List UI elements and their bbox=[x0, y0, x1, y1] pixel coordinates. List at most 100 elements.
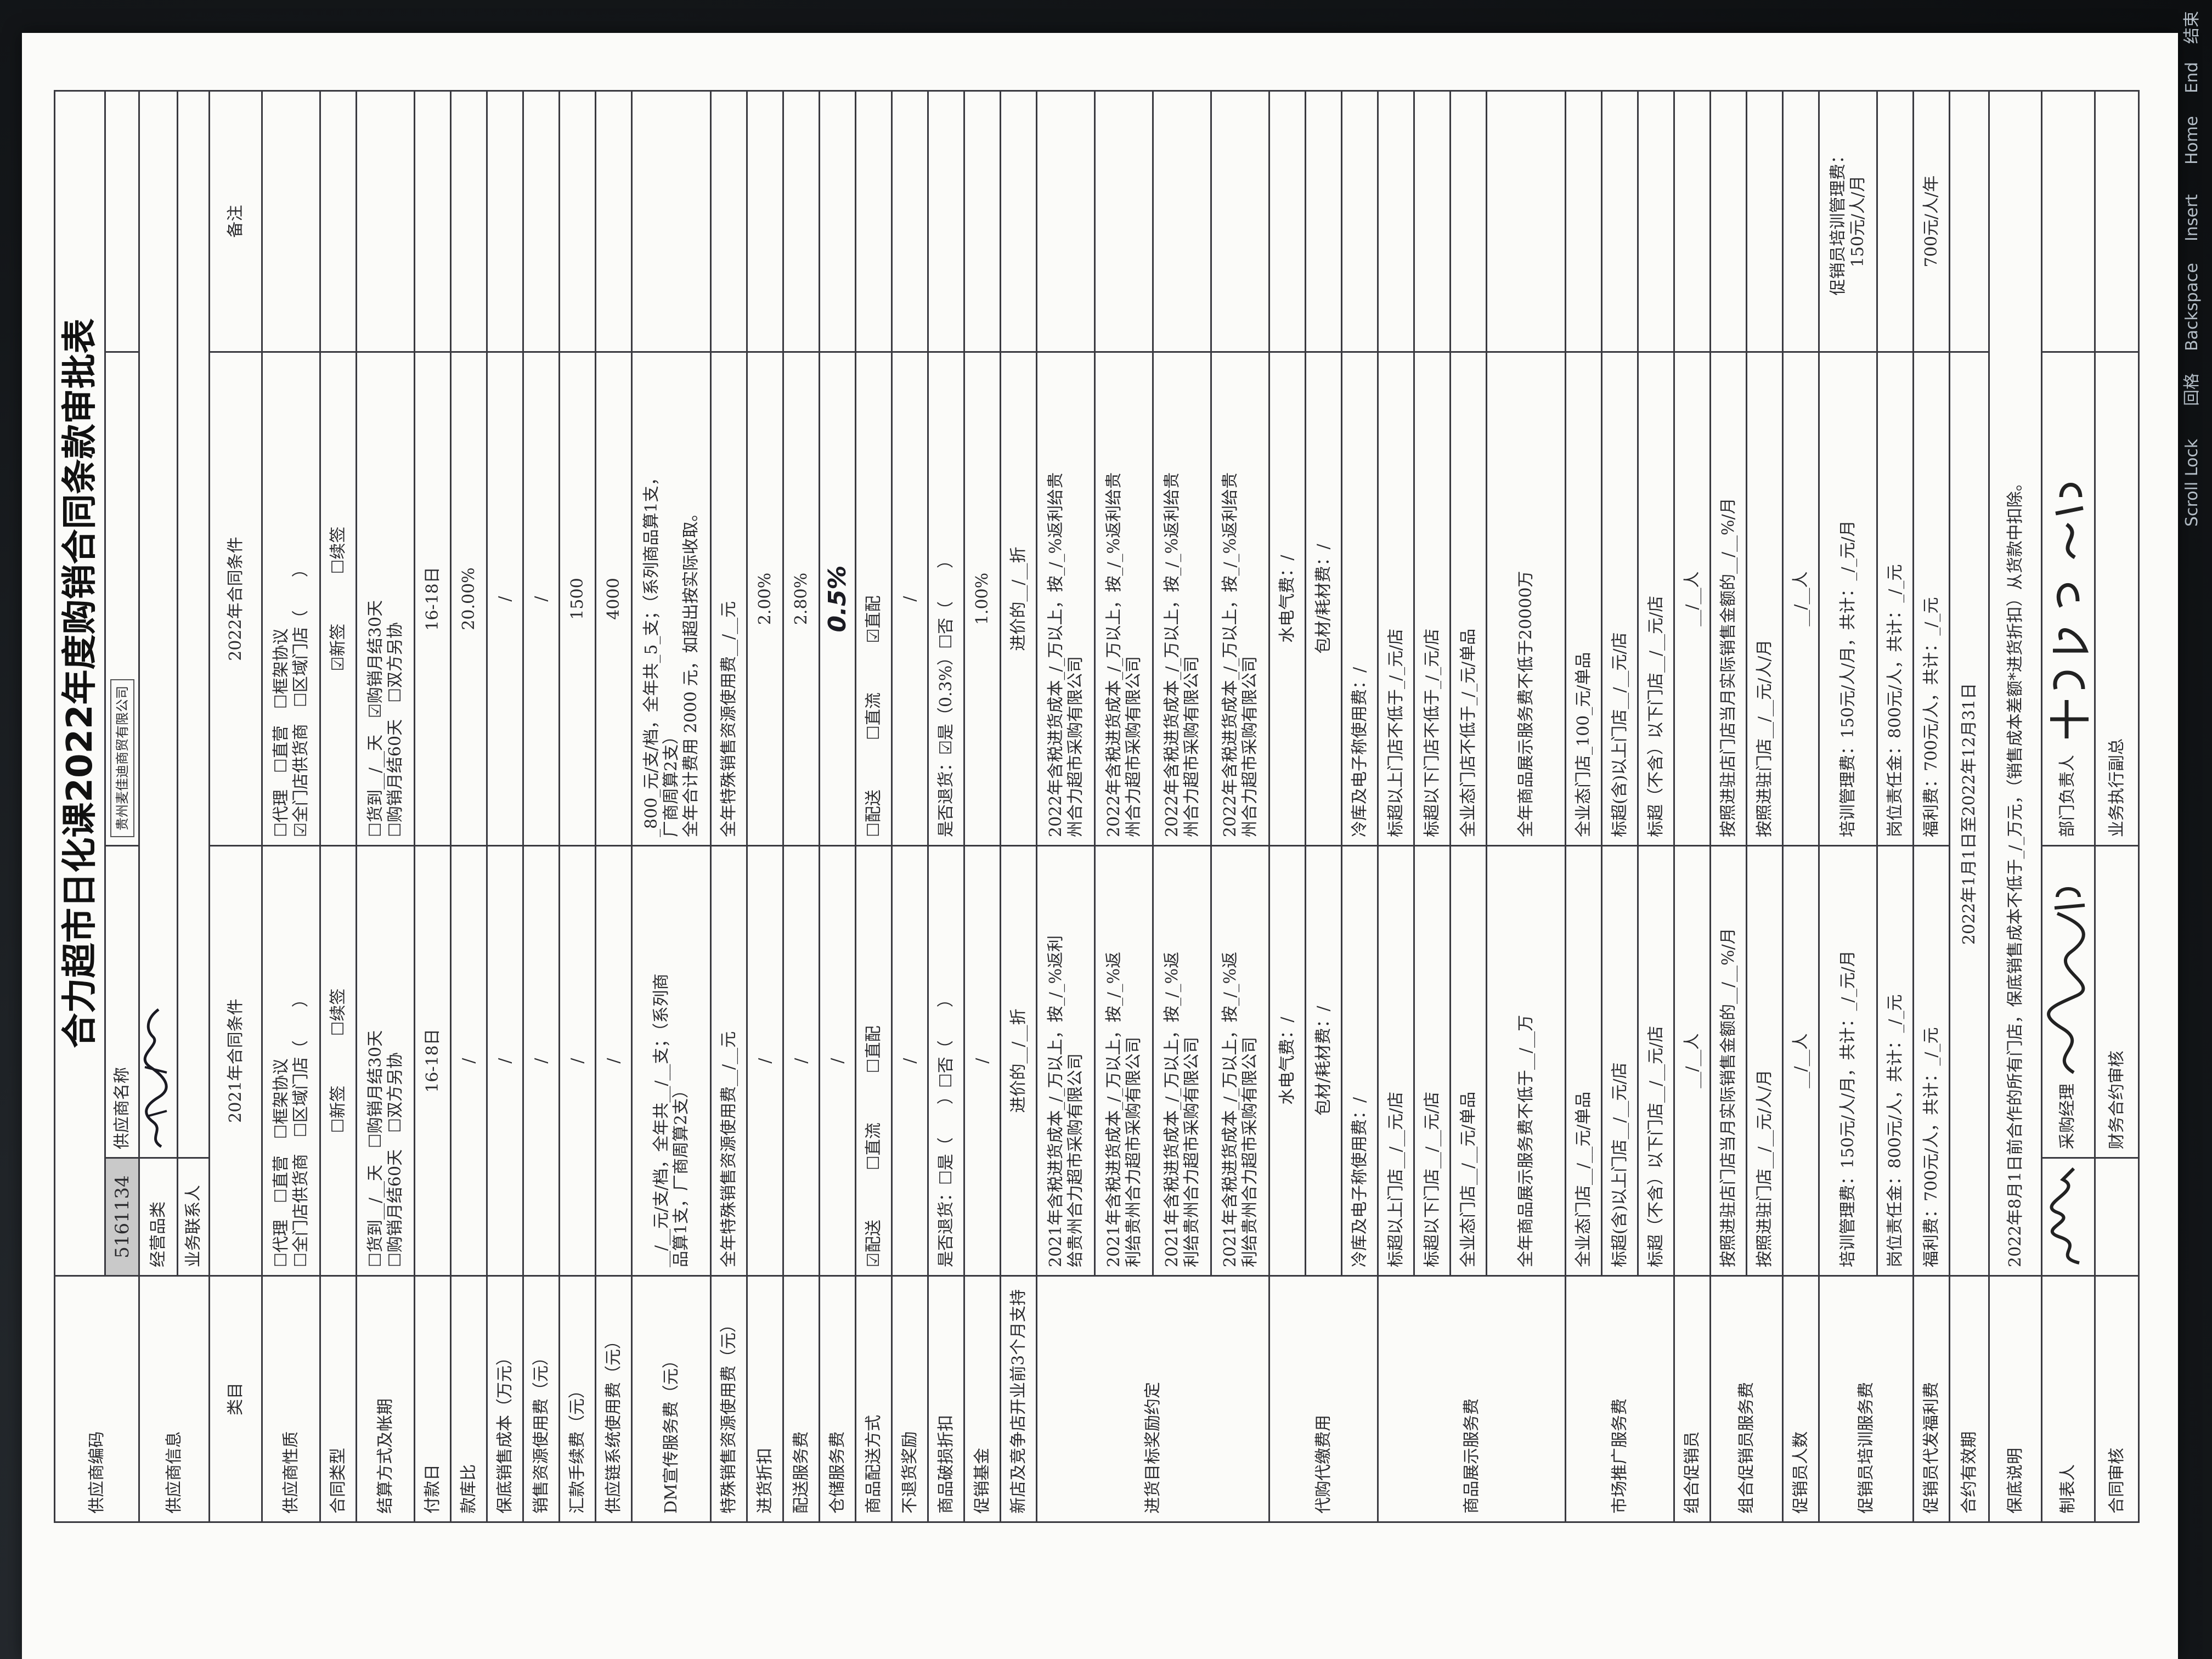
condition-2021-cell: / bbox=[450, 845, 487, 1276]
condition-2022-cell: 2.00% bbox=[747, 352, 783, 846]
cell-text: ☐配送 ☐直流 ☑直配 bbox=[864, 595, 883, 837]
note-cell bbox=[559, 91, 596, 352]
cell-text: 2022年含税进货成本_/_万以上，按_/_%返利给贵 bbox=[1046, 472, 1065, 837]
dept-head-label: 部门负责人 bbox=[2058, 755, 2077, 837]
cell-text: 2.00% bbox=[755, 572, 775, 625]
note-cell bbox=[710, 91, 747, 352]
cell-text: ☑新签 ☐续签 bbox=[328, 526, 348, 672]
supplier-company-name: 贵州麦佳迪商贸有限公司 bbox=[110, 679, 134, 837]
cell-text: 16-18日 bbox=[422, 567, 442, 631]
finance-review-label: 财务合约审核 bbox=[2095, 845, 2139, 1158]
condition-2021-cell: 全年商品展示服务费不低于__/__万 bbox=[1486, 845, 1566, 1276]
condition-2022-cell: ☐配送 ☐直流 ☑直配 bbox=[855, 352, 892, 846]
table-row: 组合促销员 __/__人 __/__人 bbox=[1674, 91, 1711, 1522]
note-cell bbox=[964, 91, 1001, 352]
conditions-2021-header: 2021年合同条件 bbox=[209, 845, 262, 1276]
note-cell bbox=[1710, 91, 1747, 352]
prepared-by-signature bbox=[2041, 1158, 2095, 1276]
cell-text: ☐购销月结60天 ☐双方另协 bbox=[385, 622, 405, 837]
condition-2022-cell: 是否退货：☑是（0.3%）☐否（ ） bbox=[928, 352, 964, 846]
cell-text: ☐购销月结60天 ☐双方另协 bbox=[385, 1052, 405, 1267]
cell-text: __/__人 bbox=[1791, 1033, 1810, 1088]
condition-2021-cell: / bbox=[819, 845, 856, 1276]
keyboard-key-backspace-cn: 回格 bbox=[2182, 373, 2202, 406]
cell-text: 按照进驻店门店当月实际销售金额的__/__%/月 bbox=[1718, 928, 1738, 1267]
cell-text: 厂商周算2支） bbox=[661, 727, 681, 837]
condition-2021-cell: 进价的__/__折 bbox=[1000, 845, 1037, 1276]
condition-2021-cell: ☐货到__/__天 ☐购销月结30天 ☐购销月结60天 ☐双方另协 bbox=[356, 845, 415, 1276]
note-cell bbox=[1414, 91, 1451, 352]
note-cell bbox=[1305, 91, 1342, 352]
cell-text: 利给贵州合力超市采购有限公司 bbox=[1182, 1037, 1201, 1267]
condition-2022-cell: ☑新签 ☐续签 bbox=[320, 352, 357, 846]
row-label: 配送服务费 bbox=[783, 1276, 820, 1522]
cell-text: / bbox=[567, 1058, 587, 1064]
condition-2022-cell: 2022年含税进货成本_/_万以上，按_/_%返利给贵 州合力超市采购有限公司 bbox=[1094, 352, 1153, 846]
cell-text: 冷库及电子称使用费：/ bbox=[1350, 667, 1369, 837]
note-cell bbox=[1094, 91, 1153, 352]
cell-text: ☐代理 ☐直营 ☐框架协议 bbox=[271, 1058, 291, 1267]
note-cell bbox=[1565, 91, 1602, 352]
condition-2022-cell: 4000 bbox=[595, 352, 632, 846]
cell-text: / bbox=[900, 1058, 919, 1064]
condition-2021-cell: 2021年含税进货成本_/_万以上，按_/_%返利给贵州合力超市采购有限公司 bbox=[1094, 845, 1153, 1276]
condition-2022-cell: 全业态门店_100_元/单品 bbox=[1565, 352, 1602, 846]
table-row: 商品展示服务费 标超以上门店__/__元/店 标超以上门店不低于_/_元/店 bbox=[1378, 91, 1566, 1522]
supplier-company-cell: 贵州麦佳迪商贸有限公司 bbox=[105, 352, 139, 846]
row-label: DM宣传服务费（元） bbox=[631, 1276, 711, 1522]
note-cell: 促销员培训管理费： 150元/人/月 bbox=[1819, 91, 1877, 352]
note-cell bbox=[1378, 91, 1414, 352]
cell-text: 按照进驻店门店当月实际销售金额的__/__%/月 bbox=[1718, 498, 1738, 837]
purchase-manager-label: 采购经理 bbox=[2058, 1084, 2077, 1149]
table-row: 进货目标奖励约定 2021年含税进货成本_/_万以上，按_/_%返利 给贵州合力超市… bbox=[1036, 91, 1269, 1522]
note-cell bbox=[747, 91, 783, 352]
row-label: 商品破损折扣 bbox=[928, 1276, 964, 1522]
note-cell bbox=[320, 91, 357, 352]
table-row: 商品配送方式 ☑配送 ☐直流 ☐直配 ☐配送 ☐直流 ☑直配 bbox=[855, 91, 892, 1522]
cell-text: 标超（不含）以下门店__/__元/店 bbox=[1646, 1025, 1666, 1267]
condition-2022-cell: 标超(含)以上门店__/__元/店 bbox=[1601, 352, 1638, 846]
cell-text: __/__元/支/档，全年共__/__支；（系列商 bbox=[651, 973, 671, 1267]
cell-text: 给贵州合力超市采购有限公司 bbox=[1065, 1053, 1085, 1267]
cell-text: ☑全门店供货商 ☐区域门店（ ） bbox=[291, 561, 311, 837]
row-label: 组合促销员 bbox=[1674, 1276, 1711, 1522]
table-row: 代购代缴费用 水电气费：/ 水电气费：/ bbox=[1269, 91, 1378, 1522]
condition-2022-cell: 标超（不含）以下门店__/__元/店 bbox=[1638, 352, 1674, 846]
cell-text: 4000 bbox=[603, 578, 623, 620]
supplier-code-label: 供应商编码 bbox=[54, 1276, 139, 1522]
validity-value: 2022年1月1日至2022年12月31日 bbox=[1949, 352, 1989, 1276]
cell-text: 标超以下门店__/__元/店 bbox=[1422, 1091, 1442, 1267]
condition-2022-cell: ☐货到__/__天 ☑购销月结30天 ☐购销月结60天 ☐双方另协 bbox=[356, 352, 415, 846]
note-cell bbox=[1000, 91, 1037, 352]
condition-2021-cell: / bbox=[523, 845, 560, 1276]
condition-2022-cell: / bbox=[891, 352, 928, 846]
contract-review-label: 合同审核 bbox=[2095, 1276, 2139, 1522]
cell-text: / bbox=[900, 596, 919, 602]
condition-2022-cell: 2022年含税进货成本_/_万以上，按_/_%返利给贵 州合力超市采购有限公司 bbox=[1036, 352, 1095, 846]
table-row: 不退货奖励 / / bbox=[891, 91, 928, 1522]
keyboard-key-scroll-lock: Scroll Lock bbox=[2182, 438, 2202, 527]
table-row: 商品破损折扣 是否退货：☐是（ ）☐否（ ） 是否退货：☑是（0.3%）☐否（ ） bbox=[928, 91, 964, 1522]
condition-2021-cell: 福利费：700元/人，共计：_/_元 bbox=[1913, 845, 1950, 1276]
vp-signature bbox=[2095, 91, 2139, 352]
condition-2021-cell: 是否退货：☐是（ ）☐否（ ） bbox=[928, 845, 964, 1276]
contract-review-signature bbox=[2095, 1158, 2139, 1276]
condition-2022-cell: 标超以下门店不低于_/_元/店 bbox=[1414, 352, 1451, 846]
guarantee-value: 2022年8月1日前合作的所有门店，保底销售成本不低于_/_万元，（销售成本差额… bbox=[1989, 91, 2042, 1276]
condition-2021-cell: / bbox=[747, 845, 783, 1276]
cell-text: 2021年含税进货成本_/_万以上，按_/_%返 bbox=[1220, 951, 1240, 1267]
row-label: 促销员人数 bbox=[1782, 1276, 1819, 1522]
condition-2022-cell: _800_元/支/档，全年共_5_支；（系列商品算1支， 厂商周算2支） 全年合计费… bbox=[631, 352, 711, 846]
cell-text: 利给贵州合力超市采购有限公司 bbox=[1240, 1037, 1260, 1267]
row-label: 销售资源使用费（元） bbox=[523, 1276, 560, 1522]
note-cell bbox=[1269, 91, 1306, 352]
note-cell bbox=[631, 91, 711, 352]
cell-text: 进价的__/__折 bbox=[1008, 1008, 1028, 1113]
note-cell bbox=[1036, 91, 1095, 352]
cell-text: 冷库及电子称使用费：/ bbox=[1350, 1097, 1369, 1267]
condition-2022-cell: 按照进驻店门店当月实际销售金额的__/__%/月 bbox=[1710, 352, 1747, 846]
note-cell bbox=[783, 91, 820, 352]
keyboard-key-backspace: Backspace bbox=[2182, 263, 2202, 351]
supplier-code-value: 5161134 bbox=[105, 1158, 139, 1276]
note-cell bbox=[855, 91, 892, 352]
